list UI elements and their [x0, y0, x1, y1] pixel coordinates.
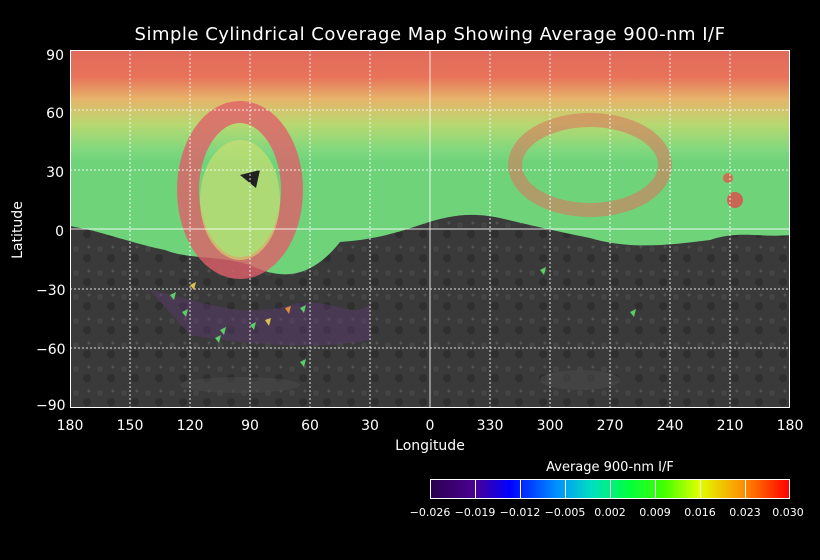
colorbar-tick — [610, 479, 611, 499]
y-tick-label: 30 — [46, 165, 64, 181]
colorbar-label: −0.005 — [544, 506, 586, 519]
colorbar-label: 0.016 — [684, 506, 716, 519]
x-tick-label: 240 — [656, 418, 684, 434]
y-tick-label: 90 — [46, 48, 64, 64]
colorbar-tick — [745, 479, 746, 499]
colorbar-label: −0.019 — [454, 506, 496, 519]
colorbar-label: 0.023 — [729, 506, 761, 519]
x-tick-label: 120 — [176, 418, 204, 434]
y-tick-label: −90 — [36, 398, 66, 414]
x-tick-label: 60 — [301, 418, 319, 434]
x-tick-label: 150 — [116, 418, 144, 434]
x-tick-label: 30 — [361, 418, 379, 434]
coverage-map-graphic — [70, 50, 790, 408]
colorbar-label: 0.002 — [594, 506, 626, 519]
colorbar-tick — [475, 479, 476, 499]
y-tick-label: −30 — [36, 283, 66, 299]
colorbar-label: −0.026 — [409, 506, 451, 519]
colorbar-label: −0.012 — [499, 506, 541, 519]
x-tick-label: 330 — [476, 418, 504, 434]
colorbar-label: 0.009 — [639, 506, 671, 519]
colorbar-tick — [565, 479, 566, 499]
coverage-map[interactable] — [70, 50, 790, 408]
x-tick-label: 300 — [536, 418, 564, 434]
x-axis-title: Longitude — [395, 438, 465, 454]
x-tick-label: 210 — [716, 418, 744, 434]
colorbar-tick — [520, 479, 521, 499]
y-tick-label: −60 — [36, 342, 66, 358]
colorbar-tick — [430, 479, 431, 499]
y-axis-title: Latitude — [10, 201, 26, 259]
colorbar-title: Average 900-nm I/F — [546, 460, 674, 475]
x-tick-label: 0 — [425, 418, 435, 434]
x-tick-label: 90 — [241, 418, 259, 434]
map-title: Simple Cylindrical Coverage Map Showing … — [134, 24, 726, 45]
y-tick-label: 60 — [46, 106, 64, 122]
colorbar-tick — [700, 479, 701, 499]
colorbar-label: 0.030 — [772, 506, 804, 519]
colorbar-tick — [655, 479, 656, 499]
x-tick-label: 270 — [596, 418, 624, 434]
y-tick-label: 0 — [55, 224, 64, 240]
colorbar-tick — [789, 479, 790, 499]
x-tick-label: 180 — [56, 418, 84, 434]
x-tick-label: 180 — [776, 418, 804, 434]
